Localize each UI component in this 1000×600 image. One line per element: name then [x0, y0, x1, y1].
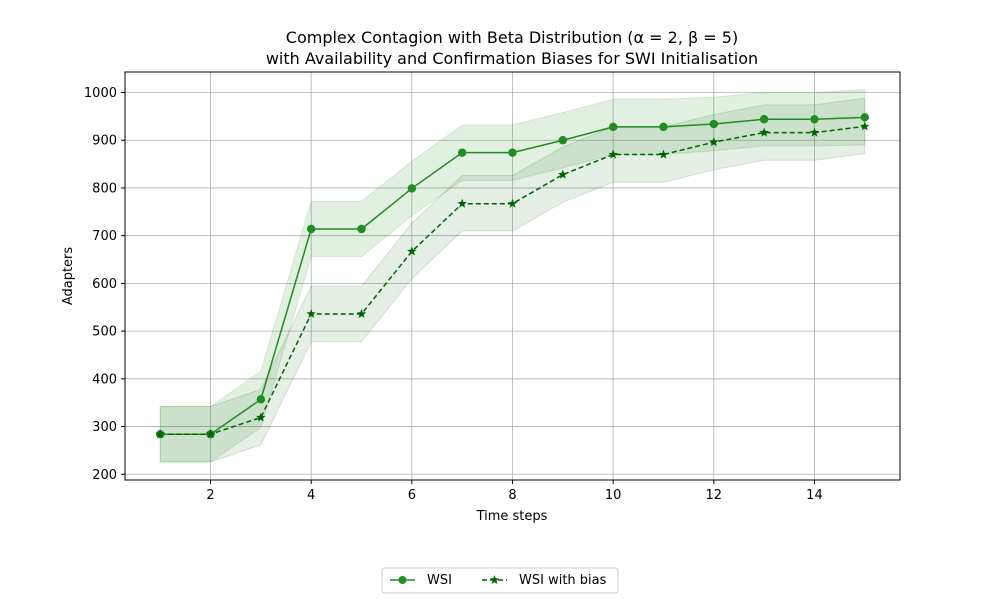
point-wsi-with-bias: [256, 412, 266, 422]
point-wsi: [508, 148, 517, 157]
point-wsi: [307, 224, 316, 234]
point-wsi-with-bias: [457, 198, 467, 208]
point-wsi-with-bias: [809, 127, 820, 137]
point-wsi: [659, 122, 668, 132]
y-axis-ticks: 200 300 400 500 600 700 800 900 1000: [84, 86, 125, 483]
band-wsi: [159, 89, 866, 463]
series-markers: [155, 113, 870, 439]
y-tick-label: 1000: [84, 86, 117, 101]
point-wsi: [256, 395, 266, 404]
point-wsi-with-bias: [759, 127, 769, 137]
legend-wsi-marker: [398, 576, 407, 584]
legend-bias-label: WSI with bias: [519, 573, 607, 588]
x-tick-label: 10: [605, 488, 622, 503]
legend-wsi-label: WSI: [427, 573, 452, 588]
x-tick-label: 4: [307, 488, 315, 503]
y-tick-label: 200: [92, 468, 117, 483]
point-wsi: [357, 224, 366, 234]
y-tick-label: 400: [92, 372, 117, 387]
point-wsi-with-bias: [356, 308, 367, 318]
x-tick-label: 6: [408, 488, 416, 503]
point-wsi: [860, 113, 869, 122]
chart-subtitle: with Availability and Confirmation Biase…: [266, 49, 758, 68]
point-wsi-with-bias: [658, 149, 669, 159]
x-tick-label: 12: [706, 488, 723, 503]
point-wsi: [759, 115, 769, 124]
y-tick-label: 300: [92, 420, 117, 435]
point-wsi: [810, 115, 819, 124]
point-wsi-with-bias: [709, 137, 719, 147]
legend: WSI WSI with bias: [381, 567, 619, 594]
x-tick-label: 14: [806, 488, 823, 503]
x-tick-label: 8: [508, 488, 516, 503]
point-wsi: [457, 148, 467, 157]
band-wsi-with-bias: [159, 97, 866, 463]
y-axis-label: Adapters: [61, 247, 76, 306]
x-tick-label: 2: [206, 488, 214, 503]
point-wsi-with-bias: [507, 198, 518, 208]
point-wsi-with-bias: [205, 429, 216, 439]
x-axis-ticks: 2 4 6 8 10 12 14: [206, 480, 823, 503]
point-wsi: [709, 119, 718, 129]
point-wsi-with-bias: [407, 246, 417, 256]
y-tick-label: 700: [92, 229, 117, 244]
x-axis-label: Time steps: [476, 509, 548, 524]
point-wsi: [608, 122, 618, 132]
point-wsi: [407, 184, 417, 193]
point-wsi-with-bias: [306, 308, 316, 318]
confidence-bands: [159, 89, 866, 463]
point-wsi-with-bias: [155, 429, 165, 439]
y-tick-label: 800: [92, 181, 117, 196]
y-tick-label: 500: [92, 325, 117, 340]
legend-bias-marker: [489, 575, 500, 585]
point-wsi-with-bias: [608, 149, 618, 159]
chart-title: Complex Contagion with Beta Distribution…: [286, 28, 738, 47]
point-wsi: [558, 136, 568, 145]
point-wsi-with-bias: [860, 121, 870, 131]
point-wsi-with-bias: [558, 169, 568, 179]
y-tick-label: 600: [92, 277, 117, 292]
y-tick-label: 900: [92, 134, 117, 149]
